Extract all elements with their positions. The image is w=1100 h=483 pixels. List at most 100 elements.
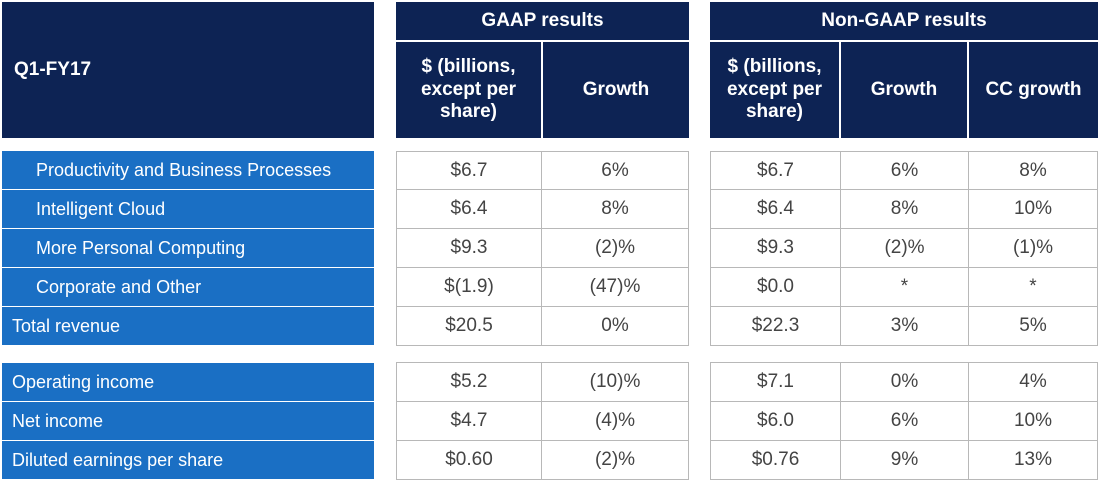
- nongaap-cc-growth-column-label: CC growth: [985, 78, 1082, 100]
- gaap-growth-cell: (2)%: [541, 440, 689, 480]
- row-label-text: Diluted earnings per share: [12, 449, 224, 470]
- gaap-value-cell: $5.2: [396, 362, 542, 402]
- cell-text: $7.1: [757, 371, 794, 392]
- nongaap-cc-growth-cell: 10%: [968, 189, 1098, 229]
- cell-text: $6.4: [757, 198, 794, 219]
- cell-text: $6.7: [757, 159, 794, 181]
- gaap-value-cell: $6.7: [396, 151, 542, 190]
- nongaap-cc-growth-column-header: CC growth: [969, 42, 1098, 138]
- period-header: Q1-FY17: [2, 2, 374, 138]
- cell-text: $0.76: [751, 449, 800, 470]
- nongaap-cc-growth-cell: 13%: [968, 440, 1098, 480]
- cell-text: 10%: [1013, 410, 1053, 431]
- nongaap-value-cell: $6.4: [710, 189, 841, 229]
- cell-text: 10%: [1013, 198, 1053, 219]
- gaap-value-cell: $4.7: [396, 401, 542, 441]
- cell-text: (4)%: [594, 410, 636, 431]
- nongaap-value-cell: $9.3: [710, 228, 841, 268]
- row-label-intelligent-cloud: Intelligent Cloud: [2, 190, 374, 228]
- cell-text: (10)%: [589, 371, 641, 392]
- cell-text: $6.4: [450, 198, 488, 219]
- cell-text: $5.2: [450, 371, 488, 392]
- cell-text: 8%: [890, 198, 919, 219]
- row-label-text: Intelligent Cloud: [36, 198, 166, 219]
- row-label-text: More Personal Computing: [36, 237, 246, 258]
- row-label-corporate-and-other: Corporate and Other: [2, 268, 374, 306]
- cell-text: (1)%: [1012, 237, 1054, 258]
- nongaap-value-cell: $6.0: [710, 401, 841, 441]
- cell-text: 0%: [601, 315, 629, 336]
- cell-text: 8%: [1019, 159, 1047, 181]
- cell-text: $4.7: [450, 410, 488, 431]
- nongaap-value-cell: $0.0: [710, 267, 841, 307]
- nongaap-growth-cell: 6%: [840, 401, 969, 441]
- cell-text: $9.3: [450, 237, 488, 258]
- nongaap-growth-cell: *: [840, 267, 969, 307]
- gaap-growth-cell: (4)%: [541, 401, 689, 441]
- gaap-growth-cell: 0%: [541, 306, 689, 346]
- gaap-value-column-header: $ (billions, except per share): [396, 42, 541, 138]
- cell-text: $20.5: [445, 315, 493, 336]
- nongaap-growth-column-header: Growth: [841, 42, 967, 138]
- cell-text: 8%: [601, 198, 629, 219]
- gaap-results-title: GAAP results: [481, 9, 604, 31]
- gaap-value-column-label: $ (billions, except per share): [420, 55, 517, 123]
- nongaap-growth-column-label: Growth: [870, 78, 938, 100]
- cell-text: 13%: [1013, 449, 1053, 470]
- row-label-operating-income: Operating income: [2, 363, 374, 401]
- gaap-growth-column-label: Growth: [582, 78, 650, 100]
- cell-text: $6.0: [757, 410, 794, 431]
- cell-text: $22.3: [751, 315, 800, 336]
- nongaap-results-header: Non-GAAP results: [710, 2, 1098, 40]
- cell-text: 0%: [890, 371, 919, 392]
- gaap-value-cell: $9.3: [396, 228, 542, 268]
- row-label-text: Net income: [12, 410, 104, 431]
- row-label-net-income: Net income: [2, 402, 374, 440]
- period-label: Q1-FY17: [14, 58, 92, 80]
- nongaap-cc-growth-cell: 10%: [968, 401, 1098, 441]
- cell-text: $6.7: [450, 159, 488, 181]
- nongaap-cc-growth-cell: (1)%: [968, 228, 1098, 268]
- cell-text: (47)%: [589, 276, 641, 297]
- gaap-value-cell: $6.4: [396, 189, 542, 229]
- nongaap-growth-cell: (2)%: [840, 228, 969, 268]
- cell-text: (2)%: [884, 237, 925, 258]
- nongaap-value-column-label: $ (billions, except per share): [726, 55, 823, 123]
- nongaap-value-cell: $6.7: [710, 151, 841, 190]
- cell-text: $0.0: [757, 276, 794, 297]
- gaap-growth-cell: (2)%: [541, 228, 689, 268]
- nongaap-cc-growth-cell: 8%: [968, 151, 1098, 190]
- nongaap-cc-growth-cell: 5%: [968, 306, 1098, 346]
- gaap-value-cell: $20.5: [396, 306, 542, 346]
- nongaap-growth-cell: 6%: [840, 151, 969, 190]
- gaap-value-cell: $0.60: [396, 440, 542, 480]
- cell-text: (2)%: [594, 449, 636, 470]
- cell-text: $0.60: [445, 449, 493, 470]
- gaap-growth-column-header: Growth: [543, 42, 689, 138]
- row-label-text: Corporate and Other: [36, 276, 202, 297]
- row-label-text: Operating income: [12, 371, 155, 392]
- row-label-text: Productivity and Business Processes: [36, 159, 332, 180]
- gaap-results-header: GAAP results: [396, 2, 689, 40]
- row-label-productivity: Productivity and Business Processes: [2, 151, 374, 189]
- row-label-total-revenue: Total revenue: [2, 307, 374, 345]
- cell-text: 5%: [1019, 315, 1047, 336]
- row-label-diluted-eps: Diluted earnings per share: [2, 441, 374, 479]
- nongaap-value-cell: $7.1: [710, 362, 841, 402]
- nongaap-results-title: Non-GAAP results: [821, 9, 987, 31]
- cell-text: $(1.9): [444, 276, 494, 297]
- cell-text: 6%: [890, 159, 919, 181]
- cell-text: $9.3: [757, 237, 794, 258]
- nongaap-growth-cell: 9%: [840, 440, 969, 480]
- cell-text: *: [900, 276, 909, 297]
- gaap-growth-cell: (47)%: [541, 267, 689, 307]
- gaap-growth-cell: 8%: [541, 189, 689, 229]
- nongaap-value-column-header: $ (billions, except per share): [710, 42, 839, 138]
- cell-text: 6%: [601, 159, 629, 181]
- cell-text: 4%: [1019, 371, 1047, 392]
- cell-text: 9%: [890, 449, 919, 470]
- gaap-growth-cell: (10)%: [541, 362, 689, 402]
- cell-text: 3%: [890, 315, 919, 336]
- nongaap-value-cell: $0.76: [710, 440, 841, 480]
- nongaap-growth-cell: 3%: [840, 306, 969, 346]
